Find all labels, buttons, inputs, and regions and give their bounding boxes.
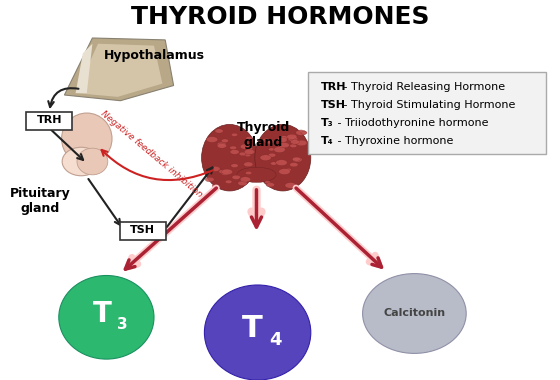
Ellipse shape xyxy=(269,148,274,151)
Ellipse shape xyxy=(245,143,253,147)
Ellipse shape xyxy=(266,183,274,187)
Polygon shape xyxy=(76,44,92,93)
Ellipse shape xyxy=(240,177,251,182)
Ellipse shape xyxy=(274,147,285,152)
Ellipse shape xyxy=(244,162,253,167)
Ellipse shape xyxy=(218,170,226,173)
Text: Pituitary
gland: Pituitary gland xyxy=(10,187,71,215)
Text: T₃: T₃ xyxy=(321,118,334,128)
Ellipse shape xyxy=(362,274,466,353)
Ellipse shape xyxy=(221,139,228,142)
Ellipse shape xyxy=(263,138,269,141)
Ellipse shape xyxy=(296,130,306,135)
Text: THYROID HORMONES: THYROID HORMONES xyxy=(130,5,430,29)
Ellipse shape xyxy=(77,148,108,175)
Text: Hypothalamus: Hypothalamus xyxy=(104,49,204,62)
Ellipse shape xyxy=(59,276,154,359)
Text: - Triiodothyronine hormone: - Triiodothyronine hormone xyxy=(334,118,488,128)
Ellipse shape xyxy=(277,137,287,142)
Ellipse shape xyxy=(255,125,311,191)
Ellipse shape xyxy=(205,177,214,182)
Ellipse shape xyxy=(245,154,251,157)
Ellipse shape xyxy=(264,139,274,144)
FancyBboxPatch shape xyxy=(26,112,72,130)
Ellipse shape xyxy=(290,144,297,147)
Ellipse shape xyxy=(270,162,277,165)
Text: T: T xyxy=(241,314,263,343)
Polygon shape xyxy=(64,38,174,101)
Ellipse shape xyxy=(239,152,246,156)
Ellipse shape xyxy=(231,164,238,168)
Ellipse shape xyxy=(260,155,271,160)
Ellipse shape xyxy=(245,171,252,174)
Text: 3: 3 xyxy=(117,317,127,332)
Ellipse shape xyxy=(279,142,290,148)
Text: T₄: T₄ xyxy=(321,136,334,146)
Ellipse shape xyxy=(221,171,230,175)
Ellipse shape xyxy=(210,166,220,171)
Ellipse shape xyxy=(292,157,302,162)
Ellipse shape xyxy=(279,169,290,174)
Text: - Thyroxine hormone: - Thyroxine hormone xyxy=(334,136,453,146)
FancyBboxPatch shape xyxy=(120,222,166,240)
Text: - Thyroid Stimulating Hormone: - Thyroid Stimulating Hormone xyxy=(340,100,516,110)
Polygon shape xyxy=(76,44,162,97)
Text: 4: 4 xyxy=(269,331,282,349)
Text: TRH: TRH xyxy=(36,115,62,125)
Ellipse shape xyxy=(215,129,223,133)
Text: Thyroid
gland: Thyroid gland xyxy=(236,121,290,149)
Ellipse shape xyxy=(290,163,298,167)
Ellipse shape xyxy=(232,175,240,179)
Ellipse shape xyxy=(286,168,291,171)
Ellipse shape xyxy=(292,157,301,161)
Ellipse shape xyxy=(212,184,218,187)
Ellipse shape xyxy=(265,181,270,184)
Text: T: T xyxy=(92,300,111,328)
Text: TSH: TSH xyxy=(321,100,346,110)
Ellipse shape xyxy=(246,136,253,140)
Text: Calcitonin: Calcitonin xyxy=(384,309,445,318)
Ellipse shape xyxy=(238,181,247,185)
Ellipse shape xyxy=(202,125,258,191)
FancyBboxPatch shape xyxy=(308,72,546,154)
Ellipse shape xyxy=(62,147,100,176)
Ellipse shape xyxy=(285,182,296,188)
Ellipse shape xyxy=(280,136,288,139)
Ellipse shape xyxy=(230,150,239,154)
Text: Negative feedback inhibition: Negative feedback inhibition xyxy=(99,109,204,199)
Ellipse shape xyxy=(287,134,297,139)
Text: TRH: TRH xyxy=(321,82,347,92)
Text: TSH: TSH xyxy=(130,225,155,235)
Ellipse shape xyxy=(217,144,227,148)
Ellipse shape xyxy=(223,169,230,173)
Ellipse shape xyxy=(217,142,226,147)
Ellipse shape xyxy=(231,133,237,136)
Ellipse shape xyxy=(246,147,253,150)
Ellipse shape xyxy=(276,160,287,166)
Ellipse shape xyxy=(221,169,232,175)
Ellipse shape xyxy=(291,140,300,144)
Ellipse shape xyxy=(296,140,307,146)
Ellipse shape xyxy=(230,146,236,149)
Ellipse shape xyxy=(244,149,255,155)
Ellipse shape xyxy=(288,136,298,141)
Ellipse shape xyxy=(240,144,251,149)
Text: - Thyroid Releasing Hormone: - Thyroid Releasing Hormone xyxy=(340,82,505,92)
Ellipse shape xyxy=(225,180,232,184)
Ellipse shape xyxy=(237,167,276,182)
Ellipse shape xyxy=(301,131,307,134)
Ellipse shape xyxy=(206,137,218,142)
Ellipse shape xyxy=(62,113,112,164)
Ellipse shape xyxy=(204,285,311,380)
Ellipse shape xyxy=(268,153,276,157)
